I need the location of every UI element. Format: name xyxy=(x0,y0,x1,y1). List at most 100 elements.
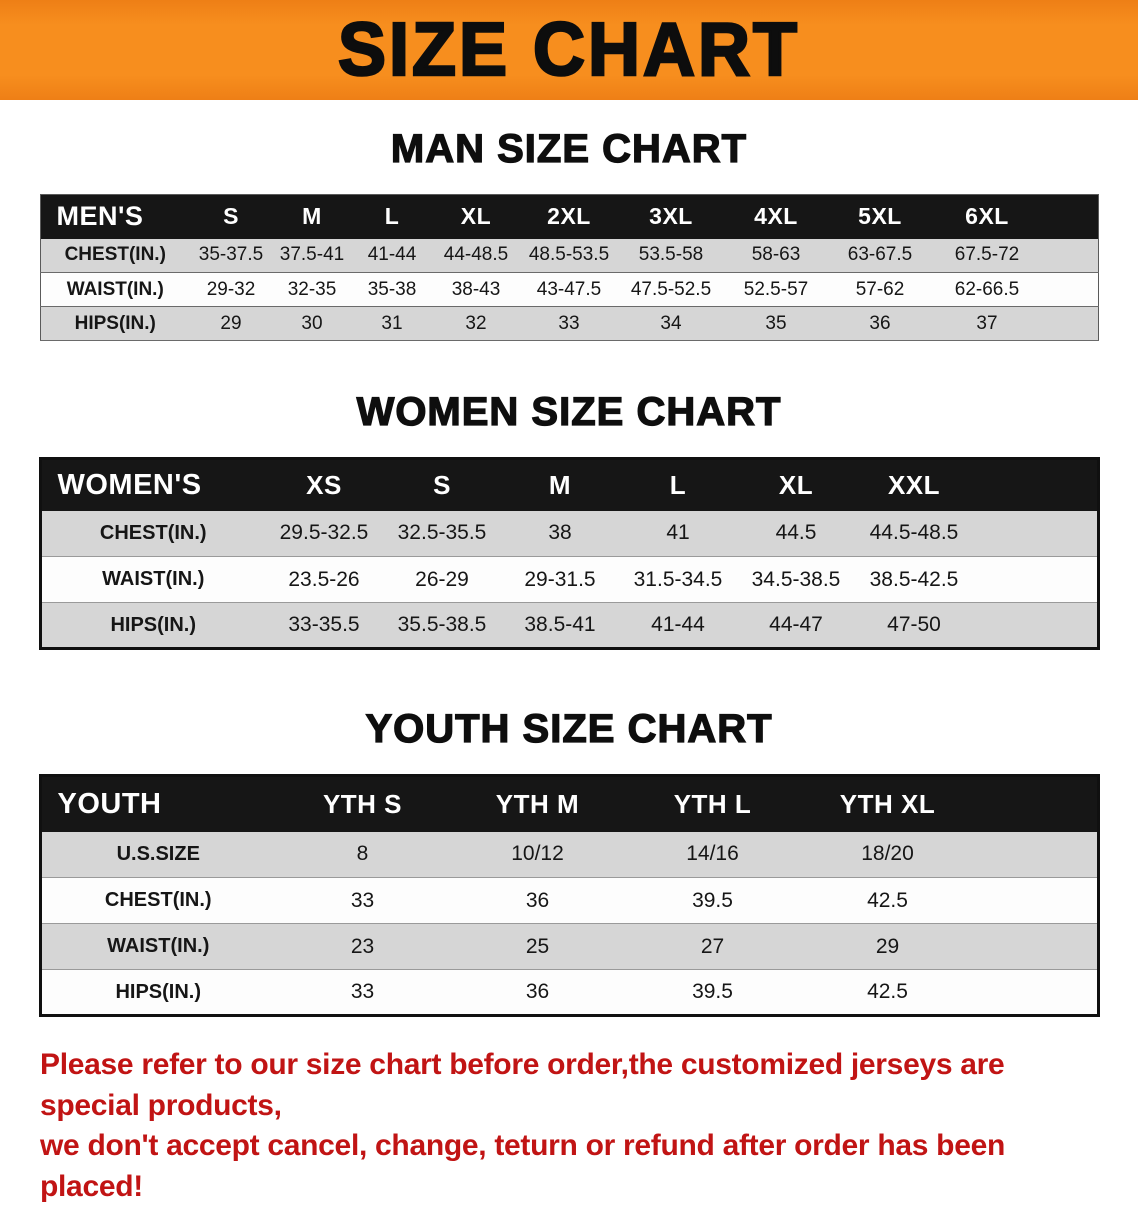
size-col-header: 2XL xyxy=(520,194,618,239)
size-value: 38 xyxy=(501,510,619,557)
size-col-header: YTH M xyxy=(450,775,625,832)
size-value: 38-43 xyxy=(432,272,520,307)
spacer-cell xyxy=(975,775,1098,832)
size-value: 36 xyxy=(828,306,932,341)
size-value: 35 xyxy=(724,306,828,341)
size-value: 18/20 xyxy=(800,831,975,878)
size-value: 29 xyxy=(800,923,975,970)
size-col-header: YTH L xyxy=(625,775,800,832)
size-value: 8 xyxy=(275,831,450,878)
women-size-table: WOMEN'S XS S M L XL XXL CHEST(IN.) 29.5-… xyxy=(38,457,1100,650)
women-header-row: WOMEN'S XS S M L XL XXL xyxy=(40,458,1098,511)
men-section-heading: MAN SIZE CHART xyxy=(390,126,748,171)
size-value: 44.5 xyxy=(737,510,855,557)
spacer-cell xyxy=(975,923,1098,970)
women-table-title: WOMEN'S xyxy=(40,458,265,511)
size-col-header: 3XL xyxy=(618,194,724,239)
size-value: 35-37.5 xyxy=(190,238,272,273)
men-size-table: MEN'S S M L XL 2XL 3XL 4XL 5XL 6XL CHEST… xyxy=(39,194,1099,341)
row-label: CHEST(IN.) xyxy=(40,877,275,924)
youth-ussize-row: U.S.SIZE 8 10/12 14/16 18/20 xyxy=(40,831,1098,878)
size-value: 32-35 xyxy=(272,272,352,307)
size-value: 29-32 xyxy=(190,272,272,307)
size-value: 63-67.5 xyxy=(828,238,932,273)
youth-table-title: YOUTH xyxy=(40,775,275,832)
spacer-cell xyxy=(973,510,1098,557)
size-value: 53.5-58 xyxy=(618,238,724,273)
size-value: 31.5-34.5 xyxy=(619,556,737,603)
women-waist-row: WAIST(IN.) 23.5-26 26-29 29-31.5 31.5-34… xyxy=(40,556,1098,603)
row-label: WAIST(IN.) xyxy=(40,556,265,603)
size-col-header: S xyxy=(190,194,272,239)
spacer-cell xyxy=(973,602,1098,649)
men-chest-row: CHEST(IN.) 35-37.5 37.5-41 41-44 44-48.5… xyxy=(40,238,1098,273)
size-value: 38.5-41 xyxy=(501,602,619,649)
size-value: 23 xyxy=(275,923,450,970)
size-value: 39.5 xyxy=(625,877,800,924)
size-value: 57-62 xyxy=(828,272,932,307)
size-value: 35-38 xyxy=(352,272,432,307)
page-title: SIZE CHART xyxy=(337,7,800,93)
size-col-header: XL xyxy=(737,458,855,511)
size-col-header: XXL xyxy=(855,458,973,511)
size-value: 29.5-32.5 xyxy=(265,510,383,557)
men-size-section: MAN SIZE CHART MEN'S S M L XL 2XL 3XL 4X… xyxy=(0,126,1138,341)
size-value: 38.5-42.5 xyxy=(855,556,973,603)
size-value: 44-47 xyxy=(737,602,855,649)
youth-size-table: YOUTH YTH S YTH M YTH L YTH XL U.S.SIZE … xyxy=(38,774,1100,1017)
men-hips-row: HIPS(IN.) 29 30 31 32 33 34 35 36 37 xyxy=(40,306,1098,341)
order-notice: Please refer to our size chart before or… xyxy=(40,1045,1098,1207)
size-value: 33-35.5 xyxy=(265,602,383,649)
size-value: 43-47.5 xyxy=(520,272,618,307)
size-value: 47-50 xyxy=(855,602,973,649)
size-col-header: 6XL xyxy=(932,194,1042,239)
women-section-heading: WOMEN SIZE CHART xyxy=(356,389,782,434)
spacer-cell xyxy=(975,831,1098,878)
size-value: 27 xyxy=(625,923,800,970)
size-value: 31 xyxy=(352,306,432,341)
row-label: CHEST(IN.) xyxy=(40,238,190,273)
size-col-header: YTH S xyxy=(275,775,450,832)
size-value: 33 xyxy=(275,877,450,924)
size-value: 42.5 xyxy=(800,877,975,924)
youth-size-section: YOUTH SIZE CHART YOUTH YTH S YTH M YTH L… xyxy=(0,706,1138,1017)
size-value: 37.5-41 xyxy=(272,238,352,273)
size-col-header: XL xyxy=(432,194,520,239)
men-table-title: MEN'S xyxy=(40,194,190,239)
size-value: 42.5 xyxy=(800,969,975,1016)
row-label: U.S.SIZE xyxy=(40,831,275,878)
spacer-cell xyxy=(1042,238,1098,273)
size-value: 58-63 xyxy=(724,238,828,273)
spacer-cell xyxy=(973,556,1098,603)
size-value: 44.5-48.5 xyxy=(855,510,973,557)
size-value: 41-44 xyxy=(352,238,432,273)
size-col-header: M xyxy=(272,194,352,239)
spacer-cell xyxy=(973,458,1098,511)
women-chest-row: CHEST(IN.) 29.5-32.5 32.5-35.5 38 41 44.… xyxy=(40,510,1098,557)
size-col-header: M xyxy=(501,458,619,511)
size-value: 34.5-38.5 xyxy=(737,556,855,603)
size-col-header: S xyxy=(383,458,501,511)
women-size-section: WOMEN SIZE CHART WOMEN'S XS S M L XL XXL xyxy=(0,389,1138,650)
spacer-cell xyxy=(1042,306,1098,341)
size-value: 34 xyxy=(618,306,724,341)
size-col-header: L xyxy=(352,194,432,239)
size-value: 67.5-72 xyxy=(932,238,1042,273)
youth-waist-row: WAIST(IN.) 23 25 27 29 xyxy=(40,923,1098,970)
size-col-header: YTH XL xyxy=(800,775,975,832)
size-value: 33 xyxy=(275,969,450,1016)
spacer-cell xyxy=(975,969,1098,1016)
row-label: WAIST(IN.) xyxy=(40,923,275,970)
size-value: 41-44 xyxy=(619,602,737,649)
notice-line-1: Please refer to our size chart before or… xyxy=(40,1048,1005,1122)
title-banner: SIZE CHART xyxy=(0,0,1138,100)
women-hips-row: HIPS(IN.) 33-35.5 35.5-38.5 38.5-41 41-4… xyxy=(40,602,1098,649)
row-label: HIPS(IN.) xyxy=(40,602,265,649)
row-label: HIPS(IN.) xyxy=(40,306,190,341)
size-value: 25 xyxy=(450,923,625,970)
size-value: 37 xyxy=(932,306,1042,341)
size-value: 32 xyxy=(432,306,520,341)
size-value: 39.5 xyxy=(625,969,800,1016)
size-col-header: L xyxy=(619,458,737,511)
